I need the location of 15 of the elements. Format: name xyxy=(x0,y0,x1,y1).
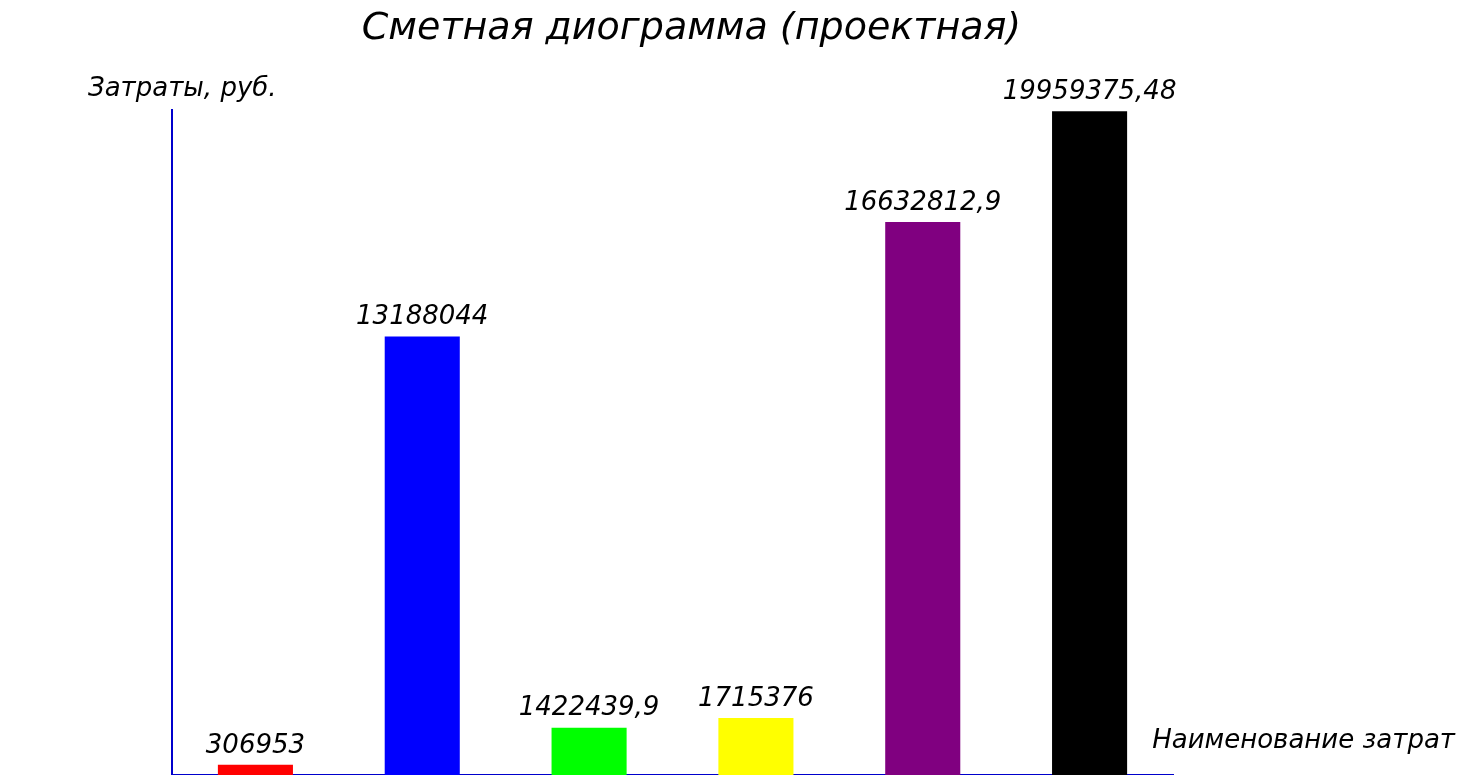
data-label: 1422439,9 xyxy=(518,691,660,722)
bar xyxy=(1052,111,1128,775)
bar xyxy=(718,717,794,775)
data-label: 16632812,9 xyxy=(844,185,1002,216)
x-axis-title: Наименование затрат xyxy=(1152,724,1455,754)
data-label: 13188044 xyxy=(356,300,489,331)
data-label: 19959375,48 xyxy=(1002,75,1177,106)
bar xyxy=(551,727,627,775)
chart-title: Сметная диограмма (проектная) xyxy=(360,4,1023,48)
data-label: 306953 xyxy=(205,728,306,759)
y-axis-title: Затраты, руб. xyxy=(88,72,277,102)
bar xyxy=(217,764,293,775)
data-label: 1715376 xyxy=(698,681,814,712)
bar xyxy=(885,221,961,775)
bar xyxy=(384,336,460,775)
